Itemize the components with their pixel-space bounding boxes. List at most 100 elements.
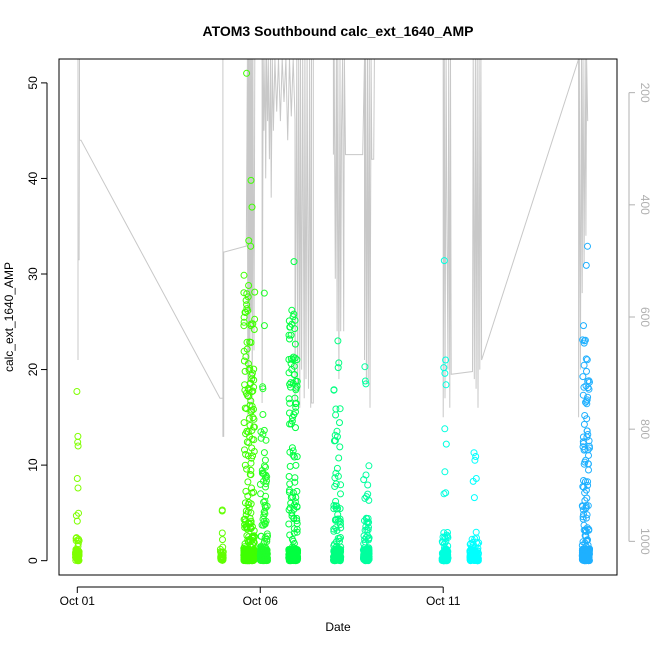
data-point [334, 337, 342, 345]
data-point [291, 371, 299, 378]
line-series [77, 58, 589, 437]
data-point [247, 397, 255, 405]
data-point [248, 435, 256, 443]
data-point [289, 313, 297, 321]
x-tick-label: Oct 11 [426, 594, 461, 608]
data-point [248, 536, 256, 544]
data-point [262, 492, 270, 500]
x-tick-label: Oct 06 [243, 594, 279, 608]
data-point [243, 427, 251, 435]
data-point [330, 525, 338, 533]
data-point [585, 526, 593, 534]
data-point [248, 203, 256, 211]
data-point [75, 556, 83, 564]
y-axis-label: calc_ext_1640_AMP [2, 262, 16, 372]
data-point [287, 331, 295, 339]
data-point [291, 478, 299, 486]
point-series-8 [466, 449, 483, 565]
data-point [581, 497, 589, 505]
data-point [245, 393, 253, 400]
data-point [248, 484, 255, 492]
data-point [470, 547, 478, 554]
data-point [471, 456, 479, 464]
data-point [362, 380, 370, 388]
data-point [290, 258, 298, 266]
data-point [74, 432, 82, 440]
plot-frame [58, 58, 618, 576]
data-point [584, 393, 592, 401]
data-point [262, 436, 270, 444]
data-point [246, 422, 254, 429]
data-point [259, 554, 267, 562]
data-point [472, 453, 480, 460]
data-point [582, 382, 590, 390]
data-point [293, 382, 301, 390]
data-point [332, 405, 340, 413]
x-axis-label: Date [325, 620, 351, 634]
data-point [241, 404, 249, 412]
data-point [470, 554, 478, 562]
data-point [216, 545, 224, 553]
data-point [243, 290, 251, 298]
data-point [247, 517, 255, 525]
data-point [243, 532, 251, 540]
data-point [441, 468, 449, 476]
data-point [289, 451, 297, 459]
data-point [291, 340, 299, 348]
data-point [288, 512, 296, 520]
right-tick-label: 1000 [638, 528, 650, 555]
y-tick-label: 30 [26, 267, 40, 281]
data-point [219, 543, 227, 551]
data-point [285, 506, 293, 514]
data-point [250, 376, 258, 384]
data-point [260, 508, 268, 516]
data-point [333, 427, 341, 435]
data-point [584, 481, 592, 489]
data-point [257, 532, 265, 540]
data-point [250, 326, 258, 333]
data-point [579, 506, 587, 514]
data-point [250, 555, 258, 563]
data-point [442, 547, 450, 554]
data-point [581, 557, 589, 565]
data-point [582, 532, 590, 540]
data-point [242, 487, 250, 495]
point-series-4 [285, 258, 302, 565]
data-point [251, 315, 259, 323]
data-point [293, 525, 301, 533]
data-point [258, 549, 266, 557]
data-point [472, 528, 480, 536]
data-point [247, 466, 255, 474]
data-point [442, 489, 450, 497]
data-point [579, 391, 587, 399]
data-point [292, 424, 299, 432]
data-point [332, 469, 340, 477]
point-series-1 [216, 506, 227, 564]
data-point [365, 535, 373, 542]
data-point [290, 310, 298, 318]
data-point [262, 480, 270, 488]
data-point [291, 325, 299, 333]
data-point [363, 526, 371, 534]
data-point [242, 296, 250, 304]
data-point [241, 446, 248, 454]
data-point [440, 490, 448, 498]
data-point [442, 356, 450, 364]
data-point [331, 554, 339, 562]
data-point [582, 355, 590, 363]
data-point [335, 359, 343, 367]
data-point [251, 288, 259, 296]
data-point [74, 542, 82, 550]
data-point [583, 427, 591, 435]
data-point [292, 461, 300, 469]
data-point [247, 322, 255, 329]
data-point [291, 354, 299, 362]
data-point [579, 443, 587, 451]
data-point [470, 449, 478, 457]
data-point [292, 399, 300, 407]
data-point [579, 433, 587, 441]
point-series-3 [256, 289, 271, 565]
data-point [243, 305, 251, 313]
data-point [473, 534, 480, 542]
y-tick-label: 20 [26, 363, 40, 377]
